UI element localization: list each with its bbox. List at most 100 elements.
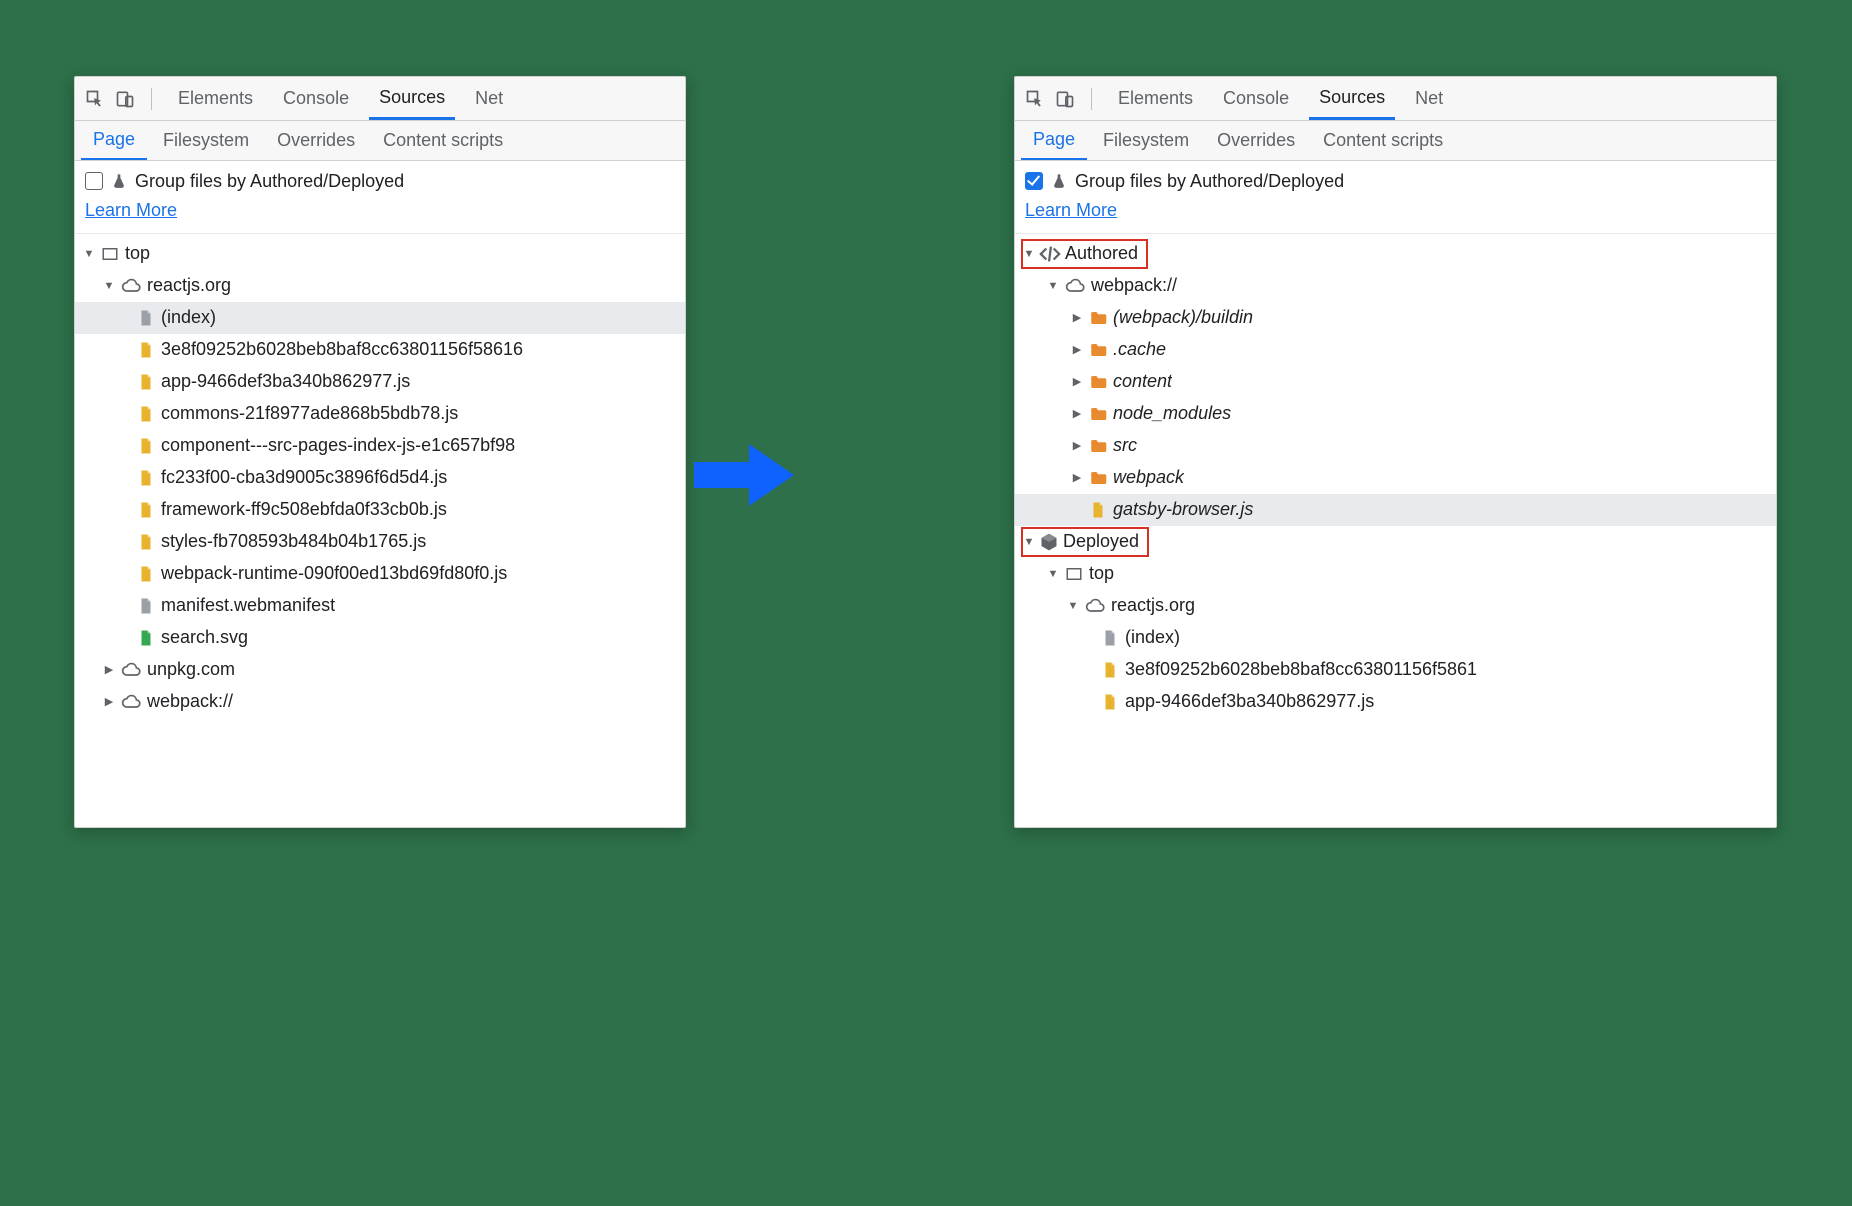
file-icon [137,309,155,327]
tree-file[interactable]: app-9466def3ba340b862977.js [1015,686,1776,718]
tab-elements[interactable]: Elements [168,77,263,120]
tree-file[interactable]: webpack-runtime-090f00ed13bd69fd80f0.js [75,558,685,590]
tree-domain[interactable]: ▶ webpack:// [75,686,685,718]
main-toolbar: Elements Console Sources Net [1015,77,1776,121]
code-icon [1039,243,1061,265]
tree-top[interactable]: ▼ top [1015,558,1776,590]
tree-label: manifest.webmanifest [161,595,335,616]
tree-label: src [1113,435,1137,456]
device-toggle-icon[interactable] [115,89,135,109]
tree-file[interactable]: framework-ff9c508ebfda0f33cb0b.js [75,494,685,526]
tree-file[interactable]: app-9466def3ba340b862977.js [75,366,685,398]
tree-label: gatsby-browser.js [1113,499,1253,520]
tab-elements[interactable]: Elements [1108,77,1203,120]
tree-file[interactable]: fc233f00-cba3d9005c3896f6d5d4.js [75,462,685,494]
arrow-icon [694,440,794,510]
tree-label: 3e8f09252b6028beb8baf8cc63801156f58616 [161,339,523,360]
subtab-page[interactable]: Page [81,121,147,160]
chevron-down-icon: ▼ [1047,280,1059,292]
groupby-bar: Group files by Authored/Deployed Learn M… [1015,161,1776,234]
tab-sources[interactable]: Sources [1309,77,1395,120]
chevron-down-icon: ▼ [83,248,95,260]
tree-file[interactable]: 3e8f09252b6028beb8baf8cc63801156f58616 [75,334,685,366]
tree-file[interactable]: 3e8f09252b6028beb8baf8cc63801156f5861 [1015,654,1776,686]
tab-console[interactable]: Console [273,77,359,120]
chevron-right-icon: ▶ [1071,343,1083,356]
file-icon [137,437,155,455]
chevron-right-icon: ▶ [103,695,115,708]
chevron-down-icon: ▼ [1023,536,1035,548]
highlight-box: ▼ Deployed [1021,527,1149,557]
groupby-checkbox[interactable] [1025,172,1043,190]
chevron-right-icon: ▶ [1071,375,1083,388]
tree-top[interactable]: ▼ top [75,238,685,270]
tree-folder[interactable]: ▶.cache [1015,334,1776,366]
tab-network[interactable]: Net [465,77,513,120]
groupby-bar: Group files by Authored/Deployed Learn M… [75,161,685,234]
tree-label: content [1113,371,1172,392]
file-icon [1101,693,1119,711]
file-icon [137,373,155,391]
highlight-box: ▼ Authored [1021,239,1148,269]
tab-console[interactable]: Console [1213,77,1299,120]
subtab-page[interactable]: Page [1021,121,1087,160]
chevron-right-icon: ▶ [1071,439,1083,452]
subtab-contentscripts[interactable]: Content scripts [371,121,515,160]
learn-more-link[interactable]: Learn More [1025,200,1117,220]
device-toggle-icon[interactable] [1055,89,1075,109]
file-icon [1101,629,1119,647]
tree-domain[interactable]: ▼ reactjs.org [1015,590,1776,622]
folder-icon [1089,373,1107,391]
cloud-icon [1085,596,1105,616]
flask-icon [1051,173,1067,189]
tab-network[interactable]: Net [1405,77,1453,120]
file-icon [137,533,155,551]
inspect-icon[interactable] [85,89,105,109]
groupby-checkbox[interactable] [85,172,103,190]
tree-domain[interactable]: ▼ reactjs.org [75,270,685,302]
tree-deployed[interactable]: ▼ Deployed [1015,526,1776,558]
tree-folder[interactable]: ▶ src [1015,430,1776,462]
tree-file[interactable]: (index) [75,302,685,334]
tree-label: commons-21f8977ade868b5bdb78.js [161,403,458,424]
tree-origin[interactable]: ▼ webpack:// [1015,270,1776,302]
chevron-right-icon: ▶ [103,663,115,676]
tab-sources[interactable]: Sources [369,77,455,120]
devtools-panel-before: Elements Console Sources Net Page Filesy… [74,76,686,828]
tree-folder[interactable]: ▶node_modules [1015,398,1776,430]
tree-authored[interactable]: ▼ Authored [1015,238,1776,270]
tree-folder[interactable]: ▶ content [1015,366,1776,398]
chevron-down-icon: ▼ [1047,568,1059,580]
tree-label: (webpack)/buildin [1113,307,1253,328]
learn-more-link[interactable]: Learn More [85,200,177,220]
tree-file[interactable]: component---src-pages-index-js-e1c657bf9… [75,430,685,462]
tree-file[interactable]: manifest.webmanifest [75,590,685,622]
subtab-filesystem[interactable]: Filesystem [151,121,261,160]
tree-file[interactable]: search.svg [75,622,685,654]
tree-file[interactable]: gatsby-browser.js [1015,494,1776,526]
chevron-right-icon: ▶ [1071,311,1083,324]
tree-label: Deployed [1063,531,1139,552]
cloud-icon [1065,276,1085,296]
inspect-icon[interactable] [1025,89,1045,109]
tree-file[interactable]: (index) [1015,622,1776,654]
subtab-overrides[interactable]: Overrides [1205,121,1307,160]
file-icon [137,469,155,487]
devtools-panel-after: Elements Console Sources Net Page Filesy… [1014,76,1777,828]
groupby-label: Group files by Authored/Deployed [1075,167,1344,196]
tree-folder[interactable]: ▶ (webpack)/buildin [1015,302,1776,334]
tree-label: search.svg [161,627,248,648]
folder-icon [1089,437,1107,455]
file-icon [1101,661,1119,679]
subtab-filesystem[interactable]: Filesystem [1091,121,1201,160]
file-icon [137,565,155,583]
tree-folder[interactable]: ▶webpack [1015,462,1776,494]
subtab-contentscripts[interactable]: Content scripts [1311,121,1455,160]
separator [1091,88,1092,110]
tree-file[interactable]: styles-fb708593b484b04b1765.js [75,526,685,558]
subtab-overrides[interactable]: Overrides [265,121,367,160]
tree-domain[interactable]: ▶ unpkg.com [75,654,685,686]
cloud-icon [121,692,141,712]
tree-label: top [125,243,150,264]
tree-file[interactable]: commons-21f8977ade868b5bdb78.js [75,398,685,430]
